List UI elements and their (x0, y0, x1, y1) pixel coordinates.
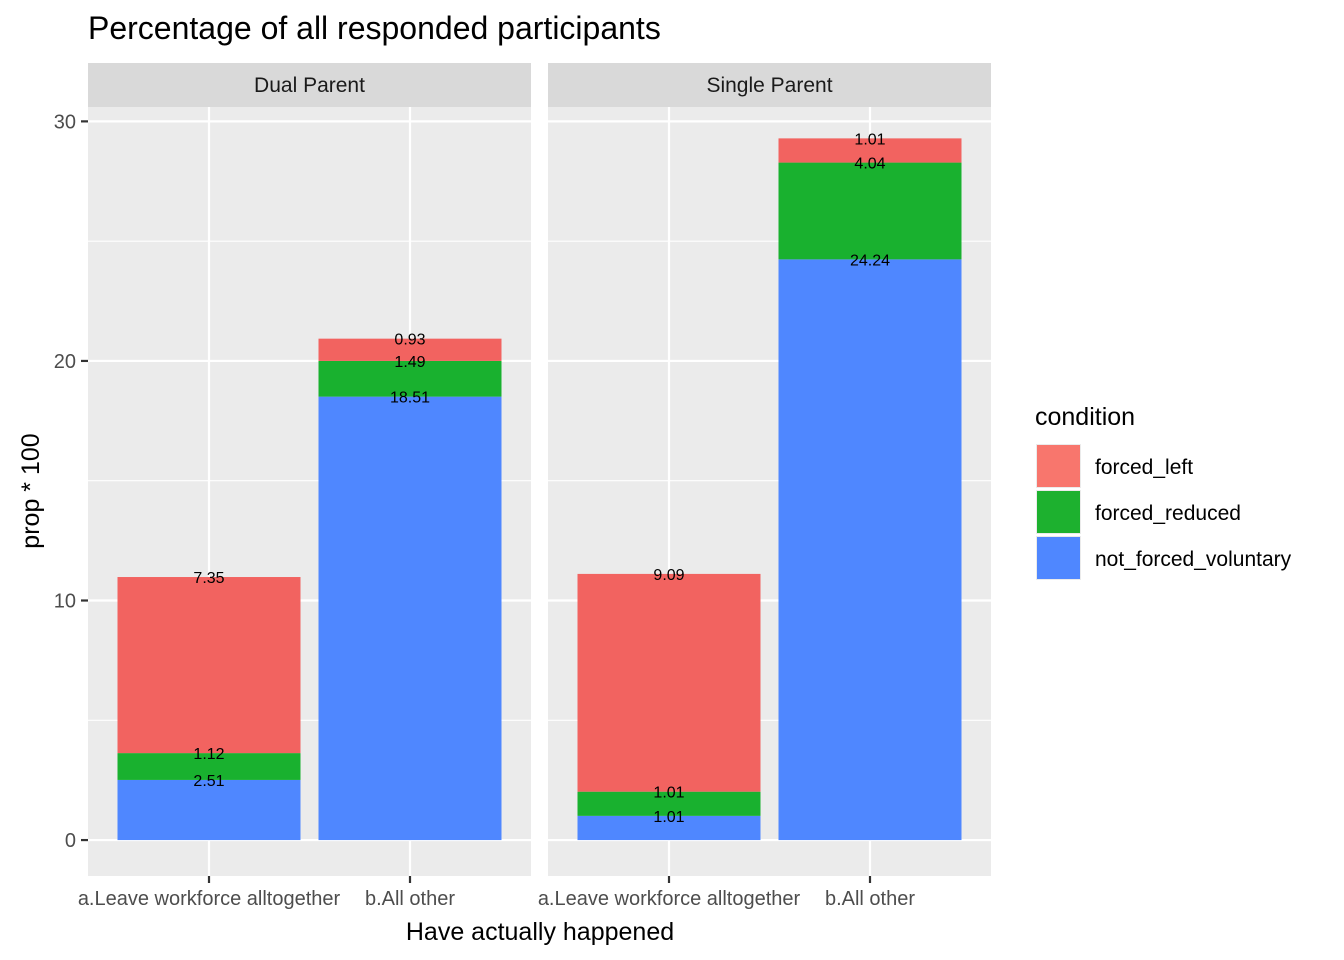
facet-strip (88, 63, 531, 107)
data-label: 4.04 (854, 156, 885, 173)
bar-segment-not_forced_voluntary (318, 396, 502, 841)
data-label: 2.51 (193, 773, 224, 790)
legend-title: condition (1035, 403, 1135, 431)
legend-key-swatch (1037, 537, 1080, 579)
bar-segment-forced_left (577, 573, 761, 792)
legend-item-label: forced_left (1095, 456, 1193, 479)
data-label: 7.35 (193, 570, 224, 587)
legend-item-label: not_forced_voluntary (1095, 548, 1292, 571)
y-axis: 0 10 20 30 (54, 111, 88, 852)
y-tick-label: 10 (54, 591, 76, 613)
x-axis-title: Have actually happened (406, 918, 674, 946)
bar-segment-forced_reduced (117, 753, 301, 780)
legend-item-forced_reduced: forced_reduced (1036, 490, 1241, 534)
chart-title: Percentage of all responded participants (88, 10, 661, 46)
y-axis-title: prop * 100 (17, 433, 45, 548)
facet-panel-single-parent: Single Parent 1.01 1.01 9.09 24.24 4.04 1.01 a.… (538, 63, 991, 910)
legend-key-swatch (1037, 491, 1080, 533)
data-label: 1.01 (854, 131, 885, 148)
legend: condition forced_left forced_reduced not_f… (1035, 403, 1292, 580)
bar-segment-forced_left (117, 577, 301, 754)
legend-key-swatch (1037, 445, 1080, 487)
facet-strip (548, 63, 991, 107)
data-label: 0.93 (394, 332, 425, 349)
bar-segment-forced_reduced (577, 791, 761, 816)
data-label: 1.49 (394, 354, 425, 371)
data-label: 9.09 (653, 567, 684, 584)
data-label: 18.51 (390, 390, 430, 407)
y-tick-label: 20 (54, 351, 76, 373)
legend-item-forced_left: forced_left (1036, 444, 1193, 488)
bar-segment-not_forced_voluntary (117, 779, 301, 841)
facet-strip-label: Dual Parent (254, 74, 365, 97)
legend-item-not_forced_voluntary: not_forced_voluntary (1036, 536, 1292, 580)
data-label: 24.24 (850, 252, 890, 269)
bar-segment-forced_left (318, 338, 502, 361)
y-tick-label: 30 (54, 111, 76, 133)
facet-panel-dual-parent: Dual Parent 2.51 1.12 7.35 18.51 1.49 0.93 a.Le… (78, 63, 531, 910)
bar-segment-forced_left (778, 138, 962, 163)
legend-item-label: forced_reduced (1095, 502, 1241, 525)
data-label: 1.01 (653, 785, 684, 802)
data-label: 1.01 (653, 809, 684, 826)
x-tick-label: a.Leave workforce alltogether (78, 888, 341, 910)
facet-strip-label: Single Parent (706, 74, 832, 97)
data-label: 1.12 (193, 746, 224, 763)
x-tick-label: b.All other (825, 888, 915, 910)
x-tick-label: a.Leave workforce alltogether (538, 888, 801, 910)
y-tick-label: 0 (65, 830, 76, 852)
bar-segment-forced_reduced (778, 162, 962, 260)
bar-segment-forced_reduced (318, 360, 502, 397)
facet-panels: Dual Parent 2.51 1.12 7.35 18.51 1.49 0.93 a.Le… (78, 63, 991, 910)
x-tick-label: b.All other (365, 888, 455, 910)
bar-segment-not_forced_voluntary (577, 815, 761, 841)
bar-segment-not_forced_voluntary (778, 259, 962, 841)
